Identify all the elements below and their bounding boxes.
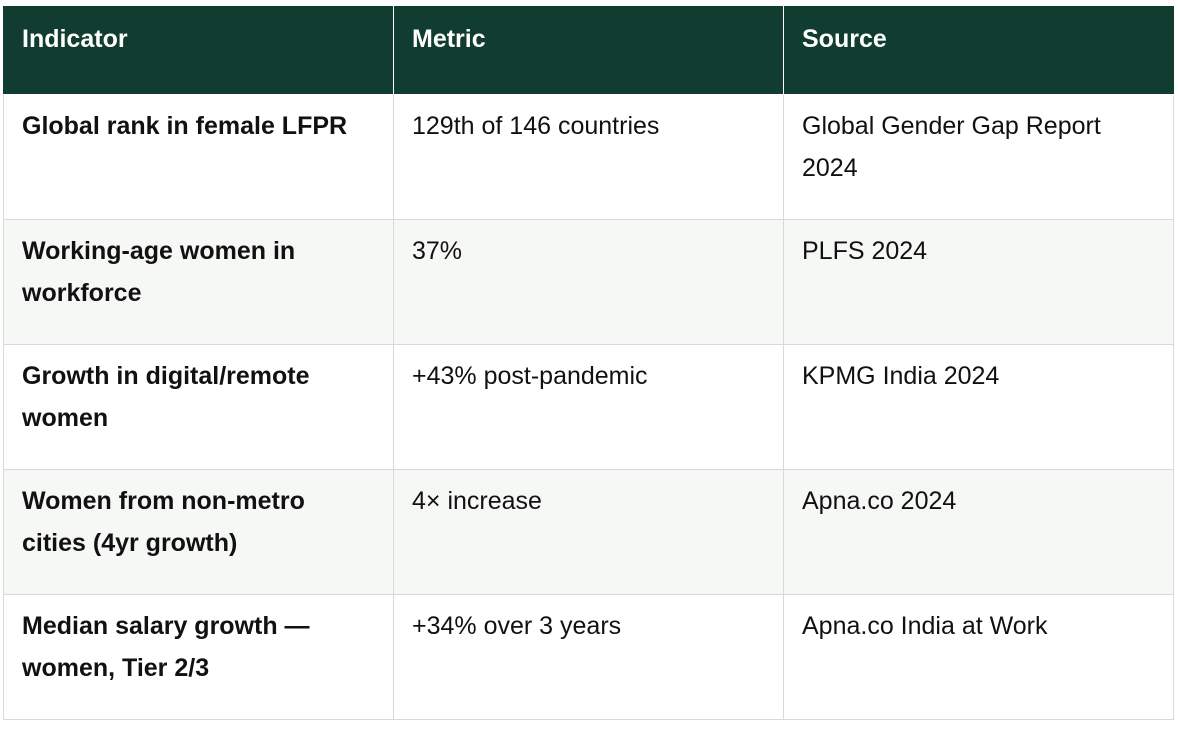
cell-metric: +43% post-pandemic <box>393 344 784 470</box>
cell-indicator: Working-age women in workforce <box>3 219 394 345</box>
cell-metric: 4× increase <box>393 469 784 595</box>
cell-indicator: Median salary growth — women, Tier 2/3 <box>3 594 394 720</box>
header-metric: Metric <box>393 6 784 95</box>
table-row: Women from non-metro cities (4yr growth)… <box>3 469 1174 595</box>
cell-indicator: Global rank in female LFPR <box>3 94 394 220</box>
table-header: Indicator Metric Source <box>3 6 1174 95</box>
header-source: Source <box>783 6 1174 95</box>
table-row: Global rank in female LFPR 129th of 146 … <box>3 94 1174 220</box>
cell-source: KPMG India 2024 <box>783 344 1174 470</box>
table-body: Global rank in female LFPR 129th of 146 … <box>3 94 1174 720</box>
cell-source: Apna.co 2024 <box>783 469 1174 595</box>
indicators-table: Indicator Metric Source Global rank in f… <box>3 6 1174 720</box>
header-row: Indicator Metric Source <box>3 6 1174 95</box>
data-table-container: Indicator Metric Source Global rank in f… <box>3 6 1174 720</box>
cell-metric: +34% over 3 years <box>393 594 784 720</box>
cell-source: Apna.co India at Work <box>783 594 1174 720</box>
cell-metric: 129th of 146 countries <box>393 94 784 220</box>
cell-indicator: Growth in digital/remote women <box>3 344 394 470</box>
table-row: Working-age women in workforce 37% PLFS … <box>3 219 1174 345</box>
cell-indicator: Women from non-metro cities (4yr growth) <box>3 469 394 595</box>
table-row: Growth in digital/remote women +43% post… <box>3 344 1174 470</box>
table-row: Median salary growth — women, Tier 2/3 +… <box>3 594 1174 720</box>
cell-source: PLFS 2024 <box>783 219 1174 345</box>
cell-metric: 37% <box>393 219 784 345</box>
header-indicator: Indicator <box>3 6 394 95</box>
cell-source: Global Gender Gap Report 2024 <box>783 94 1174 220</box>
